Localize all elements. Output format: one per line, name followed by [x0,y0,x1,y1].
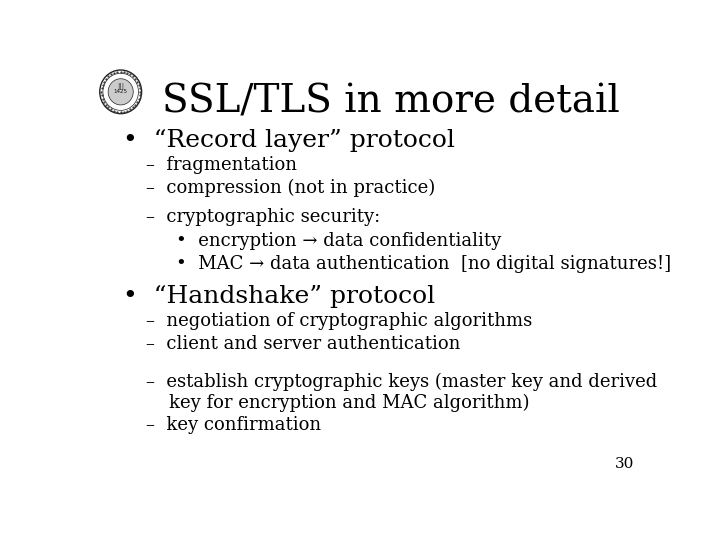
Text: –  compression (not in practice): – compression (not in practice) [145,179,435,198]
Text: –  establish cryptographic keys (master key and derived
    key for encryption a: – establish cryptographic keys (master k… [145,373,657,412]
Text: •  encryption → data confidentiality: • encryption → data confidentiality [176,232,502,250]
Text: •  “Record layer” protocol: • “Record layer” protocol [124,129,455,152]
Text: –  key confirmation: – key confirmation [145,416,321,434]
Text: –  negotiation of cryptographic algorithms: – negotiation of cryptographic algorithm… [145,312,532,330]
Text: SSL/TLS in more detail: SSL/TLS in more detail [163,84,620,120]
Text: •  “Handshake” protocol: • “Handshake” protocol [124,285,436,308]
Text: 30: 30 [615,457,634,471]
Text: •  MAC → data authentication  [no digital signatures!]: • MAC → data authentication [no digital … [176,255,672,273]
Text: –  cryptographic security:: – cryptographic security: [145,208,380,226]
Text: 1425: 1425 [114,89,127,94]
Ellipse shape [108,79,133,105]
Text: |||: ||| [117,83,125,90]
Text: –  fragmentation: – fragmentation [145,156,297,174]
Text: –  client and server authentication: – client and server authentication [145,335,460,353]
